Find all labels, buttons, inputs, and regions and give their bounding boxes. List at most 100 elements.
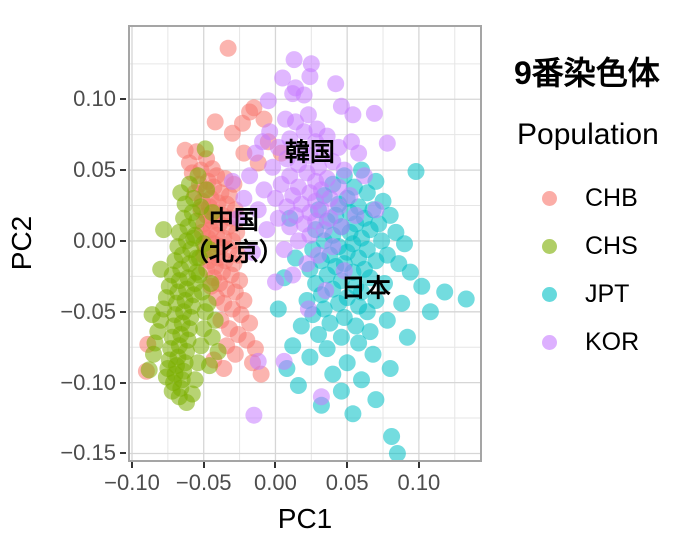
data-point-CHB	[226, 345, 244, 363]
data-point-JPT	[361, 269, 379, 287]
legend-key-dot-CHS	[542, 238, 557, 254]
data-point-KOR	[284, 266, 302, 284]
data-point-KOR	[327, 75, 345, 93]
x-tick-label: −0.10	[104, 470, 160, 495]
legend: Population CHB CHS JPT KOR	[517, 118, 659, 366]
data-point-KOR	[258, 221, 276, 239]
data-point-KOR	[275, 241, 293, 258]
data-point-KOR	[344, 106, 362, 124]
data-point-KOR	[350, 144, 368, 162]
data-point-JPT	[388, 445, 406, 460]
data-point-JPT	[332, 328, 350, 346]
legend-items: CHB CHS JPT KOR	[517, 174, 659, 366]
data-point-JPT	[361, 323, 379, 341]
data-point-KOR	[249, 201, 267, 219]
legend-label: CHB	[585, 183, 638, 212]
x-tick-mark	[417, 462, 420, 468]
data-point-KOR	[317, 282, 335, 299]
x-tick-label: 0.00	[254, 470, 297, 495]
data-point-JPT	[332, 382, 350, 400]
data-point-CHS	[198, 181, 216, 199]
data-point-CHB	[180, 154, 198, 172]
x-tick-mark	[346, 462, 349, 468]
data-point-KOR	[302, 55, 320, 73]
data-point-JPT	[457, 290, 475, 308]
data-point-CHS	[140, 361, 158, 379]
y-tick-label: −0.15	[60, 440, 116, 466]
data-point-JPT	[321, 314, 339, 332]
data-point-KOR	[298, 255, 316, 273]
data-point-KOR	[299, 300, 317, 318]
data-point-CHB	[219, 39, 237, 57]
data-point-KOR	[229, 209, 247, 227]
data-point-KOR	[347, 206, 365, 224]
data-point-JPT	[269, 300, 287, 318]
legend-label: CHS	[585, 231, 638, 260]
data-point-JPT	[378, 311, 396, 329]
data-point-KOR	[335, 262, 353, 280]
plot-title: 9番染色体	[514, 55, 660, 91]
data-point-CHS	[188, 249, 206, 267]
y-tick-label: 0.05	[73, 157, 116, 183]
data-point-KOR	[281, 218, 299, 236]
data-point-KOR	[246, 144, 264, 162]
data-point-CHS	[189, 354, 207, 372]
data-point-JPT	[381, 360, 399, 377]
data-point-CHB	[215, 360, 233, 377]
y-tick-mark	[120, 381, 126, 384]
data-point-KOR	[378, 134, 396, 152]
data-point-KOR	[312, 388, 330, 406]
data-point-CHS	[152, 260, 170, 278]
data-point-JPT	[344, 405, 362, 423]
data-point-JPT	[407, 163, 425, 180]
data-point-JPT	[373, 232, 391, 250]
data-point-CHS	[155, 221, 173, 239]
data-point-KOR	[249, 352, 267, 370]
plot-panel: 韓国 中国（北京） 日本	[128, 25, 482, 462]
legend-item-CHS: CHS	[517, 222, 659, 270]
data-point-CHS	[196, 140, 214, 158]
y-tick-mark	[120, 169, 126, 172]
data-point-CHS	[166, 306, 184, 324]
data-point-KOR	[235, 189, 253, 207]
data-point-CHB	[206, 113, 224, 131]
data-point-JPT	[401, 263, 419, 281]
data-point-KOR	[264, 158, 282, 176]
data-point-JPT	[413, 277, 431, 295]
data-point-CHS	[203, 204, 221, 222]
x-tick-mark	[131, 462, 133, 468]
data-point-CHB	[252, 365, 270, 383]
data-point-CHS	[145, 345, 162, 363]
data-point-KOR	[301, 68, 319, 86]
data-point-CHB	[255, 110, 273, 128]
y-tick-mark	[120, 310, 126, 313]
y-tick-label: −0.10	[60, 369, 116, 395]
data-point-KOR	[289, 232, 307, 250]
data-point-JPT	[358, 184, 376, 202]
data-point-KOR	[272, 175, 290, 193]
y-tick-mark	[120, 452, 126, 455]
x-tick-label: −0.05	[175, 470, 232, 495]
data-point-JPT	[364, 345, 382, 363]
data-point-KOR	[241, 167, 259, 185]
legend-key-dot-JPT	[542, 286, 557, 302]
data-point-KOR	[355, 167, 373, 185]
data-point-JPT	[284, 337, 302, 355]
data-point-KOR	[367, 201, 385, 219]
data-point-CHS	[185, 229, 203, 247]
y-tick-label: 0.10	[73, 86, 116, 112]
data-point-KOR	[285, 51, 303, 69]
data-point-JPT	[310, 326, 327, 343]
x-tick-label: 0.10	[397, 470, 441, 495]
data-point-CHS	[195, 320, 213, 338]
data-point-KOR	[315, 221, 333, 239]
data-point-JPT	[436, 283, 454, 301]
data-point-CHS	[209, 343, 227, 360]
data-point-KOR	[274, 69, 292, 87]
data-point-KOR	[295, 86, 313, 104]
data-point-CHS	[183, 385, 201, 403]
plot-annotation: 中国（北京）	[184, 206, 284, 266]
x-tick-mark	[274, 462, 277, 468]
data-point-JPT	[289, 377, 307, 394]
